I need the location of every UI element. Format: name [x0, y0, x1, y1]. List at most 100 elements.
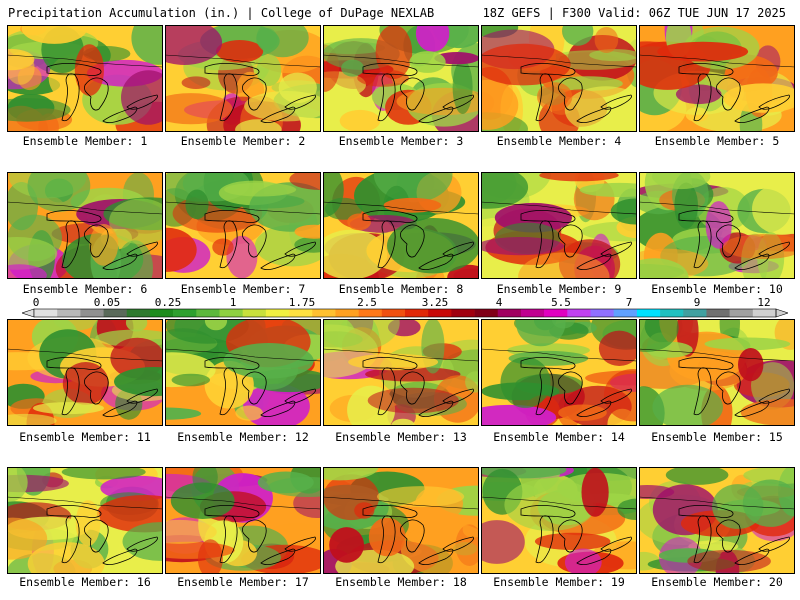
- colorbar-swatch: [405, 309, 429, 317]
- ensemble-member-12-map: [165, 319, 321, 426]
- ensemble-member-label: Ensemble Member: 19: [493, 575, 625, 589]
- colorbar-tick-label: 4: [496, 296, 503, 309]
- colorbar-swatch: [149, 309, 174, 317]
- colorbar-tick-label: 9: [694, 296, 701, 309]
- ensemble-member-label: Ensemble Member: 18: [335, 575, 467, 589]
- precip-map: [323, 25, 479, 132]
- precip-map: [481, 467, 637, 574]
- ensemble-member-20-map: [639, 467, 795, 574]
- colorbar-graphic: 0 0.05 0.25 1 1.75 2.5 3.25 4 5.5 7 9 12: [22, 296, 788, 318]
- colorbar-swatch: [57, 309, 81, 317]
- ensemble-member-label: Ensemble Member: 20: [651, 575, 783, 589]
- colorbar-swatch: [729, 309, 754, 317]
- colorbar-swatch: [474, 309, 499, 317]
- ensemble-member-label: Ensemble Member: 3: [338, 134, 464, 148]
- precip-map: [639, 467, 795, 574]
- precip-map: [323, 467, 479, 574]
- precip-map: [7, 172, 163, 279]
- colorbar-swatch: [80, 309, 104, 317]
- colorbar-swatch: [196, 309, 220, 317]
- ensemble-member-label: Ensemble Member: 14: [493, 430, 625, 444]
- colorbar-swatch: [706, 309, 730, 317]
- ensemble-member-label: Ensemble Member: 12: [177, 430, 309, 444]
- ensemble-member-label: Ensemble Member: 17: [177, 575, 309, 589]
- colorbar-swatch: [173, 309, 197, 317]
- ensemble-member-8-map: [323, 172, 479, 279]
- ensemble-member-label: Ensemble Member: 9: [496, 282, 622, 296]
- colorbar-tick-label: 0.05: [94, 296, 121, 309]
- colorbar-swatch: [335, 309, 359, 317]
- precip-map: [7, 25, 163, 132]
- colorbar-swatch: [103, 309, 128, 317]
- colorbar-swatch: [497, 309, 522, 317]
- ensemble-member-label: Ensemble Member: 4: [496, 134, 622, 148]
- colorbar-swatch: [544, 309, 568, 317]
- colorbar-tick-label: 2.5: [357, 296, 377, 309]
- colorbar-swatch: [428, 309, 452, 317]
- ensemble-member-18-map: [323, 467, 479, 574]
- colorbar-swatch: [289, 309, 313, 317]
- ensemble-member-9-map: [481, 172, 637, 279]
- colorbar-tick-label: 5.5: [551, 296, 571, 309]
- colorbar-swatch: [34, 309, 58, 317]
- ensemble-member-label: Ensemble Member: 5: [654, 134, 780, 148]
- ensemble-member-5-map: [639, 25, 795, 132]
- colorbar: 0 0.05 0.25 1 1.75 2.5 3.25 4 5.5 7 9 12: [22, 296, 788, 318]
- ensemble-member-label: Ensemble Member: 10: [651, 282, 783, 296]
- ensemble-member-11-map: [7, 319, 163, 426]
- ensemble-member-4-map: [481, 25, 637, 132]
- precip-map: [481, 25, 637, 132]
- ensemble-member-15-map: [639, 319, 795, 426]
- colorbar-swatch: [520, 309, 545, 317]
- colorbar-tick-label: 12: [757, 296, 770, 309]
- ensemble-member-3-map: [323, 25, 479, 132]
- colorbar-swatch: [265, 309, 290, 317]
- colorbar-swatch: [590, 309, 614, 317]
- ensemble-member-13-map: [323, 319, 479, 426]
- ensemble-member-label: Ensemble Member: 16: [19, 575, 151, 589]
- ensemble-member-label: Ensemble Member: 7: [180, 282, 306, 296]
- precip-map: [639, 25, 795, 132]
- precip-map: [481, 172, 637, 279]
- ensemble-member-label: Ensemble Member: 13: [335, 430, 467, 444]
- header: Precipitation Accumulation (in.) | Colle…: [0, 0, 800, 24]
- colorbar-tick-label: 1.75: [289, 296, 316, 309]
- colorbar-min-arrow: [22, 308, 35, 318]
- colorbar-swatch: [683, 309, 707, 317]
- precip-map: [481, 319, 637, 426]
- colorbar-swatch: [451, 309, 475, 317]
- precip-map: [165, 25, 321, 132]
- ensemble-member-7-map: [165, 172, 321, 279]
- ensemble-member-label: Ensemble Member: 11: [19, 430, 151, 444]
- ensemble-member-1-map: [7, 25, 163, 132]
- precip-map: [323, 319, 479, 426]
- precip-map: [165, 319, 321, 426]
- ensemble-member-14-map: [481, 319, 637, 426]
- ensemble-member-label: Ensemble Member: 6: [22, 282, 148, 296]
- ensemble-member-19-map: [481, 467, 637, 574]
- ensemble-member-2-map: [165, 25, 321, 132]
- ensemble-member-label: Ensemble Member: 8: [338, 282, 464, 296]
- precip-map: [639, 319, 795, 426]
- ensemble-member-10-map: [639, 172, 795, 279]
- colorbar-swatch: [567, 309, 591, 317]
- ensemble-member-16-map: [7, 467, 163, 574]
- ensemble-member-label: Ensemble Member: 1: [22, 134, 148, 148]
- colorbar-swatch: [242, 309, 267, 317]
- ensemble-member-label: Ensemble Member: 2: [180, 134, 306, 148]
- colorbar-swatch: [312, 309, 336, 317]
- colorbar-swatch: [381, 309, 406, 317]
- colorbar-swatch: [358, 309, 383, 317]
- colorbar-tick-label: 0.25: [155, 296, 182, 309]
- precip-map: [165, 172, 321, 279]
- colorbar-tick-label: 0: [33, 296, 40, 309]
- precip-map: [7, 319, 163, 426]
- precip-map: [323, 172, 479, 279]
- precip-map: [165, 467, 321, 574]
- colorbar-swatch: [660, 309, 684, 317]
- colorbar-tick-label: 7: [626, 296, 633, 309]
- ensemble-member-label: Ensemble Member: 15: [651, 430, 783, 444]
- colorbar-tick-label: 3.25: [422, 296, 449, 309]
- run-info: 18Z GEFS | F300 Valid: 06Z TUE JUN 17 20…: [482, 6, 786, 20]
- precip-map: [7, 467, 163, 574]
